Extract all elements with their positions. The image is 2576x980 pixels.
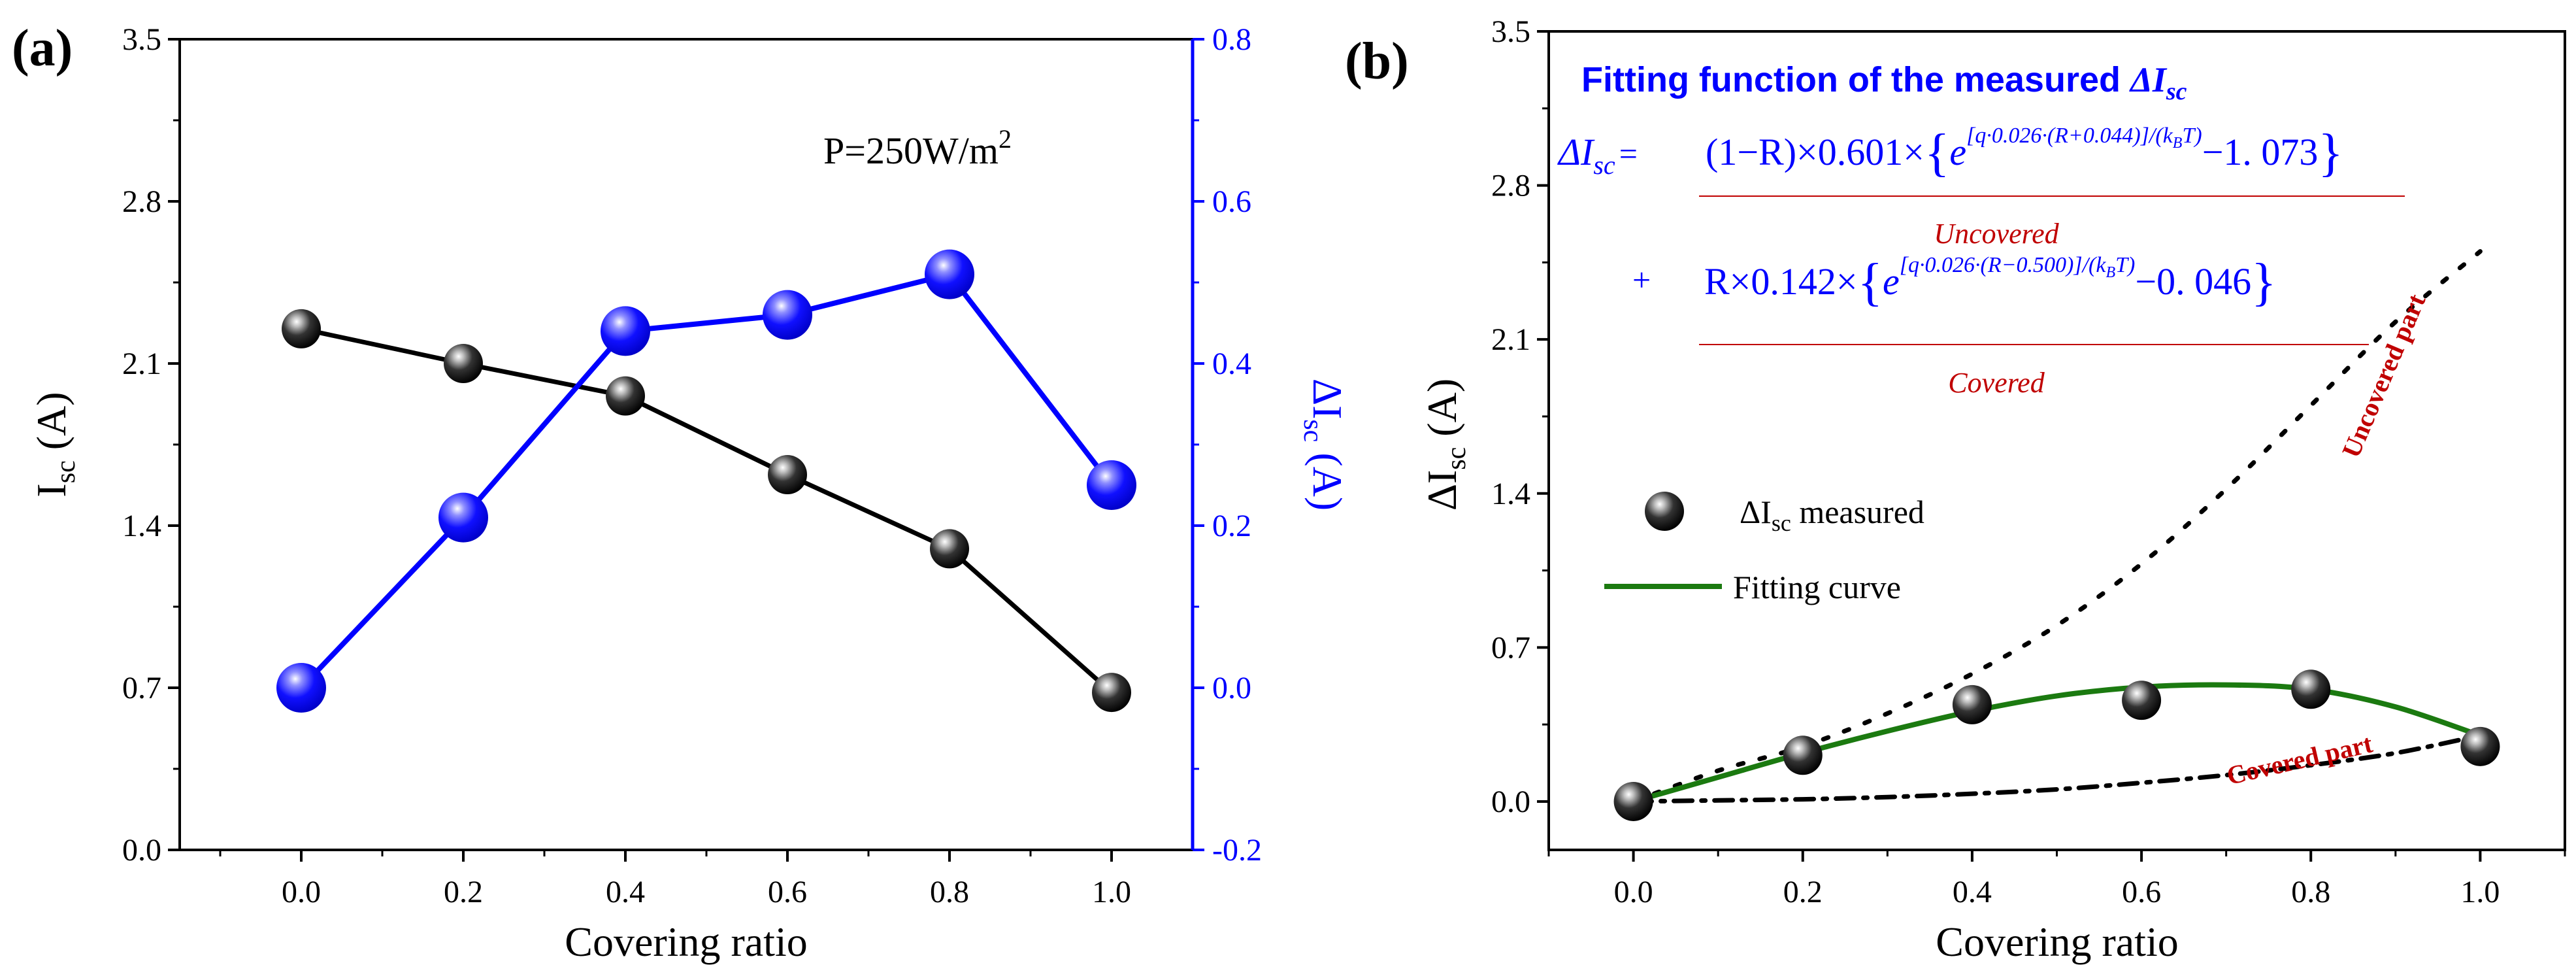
data-point-isc: [1092, 673, 1131, 713]
data-point-isc: [606, 376, 645, 416]
y-tick-label: 2.8: [1491, 169, 1530, 203]
series-line-delta-isc: [299, 271, 1114, 690]
formula-title: Fitting function of the measured ΔIsc: [1581, 60, 2187, 105]
panel-a-power-annotation: P=250W/m2: [823, 124, 1012, 172]
data-point-isc: [282, 309, 321, 348]
panel-a-y2-axis-title: ΔIsc (A): [1298, 379, 1351, 511]
data-point-delta-isc: [925, 249, 974, 299]
x-tick-label: 0.6: [768, 875, 807, 909]
y-tick-label: 3.5: [1491, 14, 1530, 49]
x-tick-label: 0.4: [1953, 875, 1992, 909]
data-point-delta-isc: [276, 663, 326, 713]
data-point-delta-isc: [1087, 460, 1136, 510]
data-point-delta-isc: [763, 290, 812, 340]
formula-covered-label: Covered: [1948, 367, 2045, 399]
measured-point: [2122, 681, 2162, 720]
measured-point: [1613, 781, 1653, 821]
x-tick-label: 0.2: [1783, 875, 1823, 909]
panel-a-y-axis-title: Isc (A): [28, 392, 81, 497]
x-tick-label: 0.8: [930, 875, 969, 909]
legend-fitting-label: Fitting curve: [1733, 569, 1901, 605]
x-tick-label: 0.0: [282, 875, 321, 909]
data-point-isc: [768, 455, 807, 495]
panel-a: (a) 0.0 0.2 0.4 0.6 0.8 1.0 0.0 0.7 1.4 2.1 2.8 3.…: [12, 20, 1351, 965]
data-point-isc: [444, 344, 483, 383]
panel-b-frame: [1547, 30, 2566, 851]
panel-b-y-axis-title: ΔIsc (A): [1419, 379, 1472, 511]
panel-a-frame: [178, 38, 1194, 851]
uncovered-part-label: Uncovered part: [2336, 289, 2432, 462]
measured-point: [2460, 726, 2500, 766]
panel-b-x-axis-title: Covering ratio: [1936, 919, 2178, 965]
x-tick-label: 0.0: [1614, 875, 1653, 909]
x-tick-label: 1.0: [2460, 875, 2500, 909]
panel-b-measured-points: [1613, 669, 2500, 821]
formula-line-2: R×0.142×{e[q·0.026·(R−0.500)]/(kBT)−0. 0…: [1704, 253, 2276, 311]
panel-a-label: (a): [12, 20, 73, 77]
panel-b-label: (b): [1345, 33, 1409, 90]
panel-b-y-ticks: 0.0 0.7 1.4 2.1 2.8 3.5: [1491, 14, 1549, 819]
measured-point: [2291, 669, 2331, 709]
y-tick-label: 2.1: [122, 346, 161, 381]
panel-a-y-ticks: 0.0 0.7 1.4 2.1 2.8 3.5: [122, 22, 180, 868]
y-tick-label: 0.7: [122, 671, 161, 705]
data-point-delta-isc: [601, 306, 650, 356]
y2-tick-label: 0.0: [1212, 671, 1251, 705]
y-tick-label: 2.8: [122, 184, 161, 219]
measured-point: [1783, 735, 1823, 775]
y2-tick-label: 0.2: [1212, 509, 1251, 543]
panel-a-x-ticks: 0.0 0.2 0.4 0.6 0.8 1.0: [219, 850, 1131, 909]
series-line-isc: [301, 326, 1114, 694]
panel-b: (b) 0.0 0.2 0.4 0.6 0.8 1.0 0.0 0.7 1.4 2.1 2.8 3.…: [1345, 14, 2566, 965]
x-tick-label: 0.6: [2122, 875, 2161, 909]
fitting-formula: Fitting function of the measured ΔIsc ΔI…: [1557, 60, 2405, 399]
panel-b-legend: ΔIsc measured Fitting curve: [1604, 492, 1924, 605]
y2-tick-label: 0.8: [1212, 22, 1251, 57]
x-tick-label: 0.8: [2291, 875, 2330, 909]
y-tick-label: 3.5: [122, 22, 161, 57]
y-tick-label: 0.0: [1491, 785, 1530, 819]
y-tick-label: 0.0: [122, 833, 161, 868]
y2-tick-label: 0.6: [1212, 184, 1251, 219]
x-tick-label: 0.2: [444, 875, 483, 909]
formula-uncovered-label: Uncovered: [1934, 218, 2059, 250]
y2-tick-label: -0.2: [1212, 833, 1262, 868]
y-tick-label: 1.4: [1491, 477, 1530, 511]
y2-tick-label: 0.4: [1212, 346, 1251, 381]
legend-measured-label: ΔIsc measured: [1740, 494, 1924, 536]
y-tick-label: 2.1: [1491, 322, 1530, 357]
x-tick-label: 1.0: [1092, 875, 1131, 909]
y-tick-label: 1.4: [122, 509, 161, 543]
fitting-curve: [1632, 682, 2481, 804]
formula-plus: +: [1632, 262, 1651, 298]
covered-part-label: Covered part: [2224, 728, 2375, 790]
covered-part-curve: [1631, 733, 2483, 804]
formula-line-1: (1−R)×0.601×{e[q·0.026·(R+0.044)]/(kBT)−…: [1706, 124, 2343, 182]
panel-b-x-ticks: 0.0 0.2 0.4 0.6 0.8 1.0: [1547, 850, 2566, 909]
formula-lhs: ΔIsc =: [1557, 131, 1638, 180]
y-tick-label: 0.7: [1491, 630, 1530, 665]
measured-point: [1952, 684, 1992, 724]
panel-a-x-axis-title: Covering ratio: [565, 919, 807, 965]
panel-a-y2-ticks: -0.2 0.0 0.2 0.4 0.6 0.8: [1193, 22, 1262, 868]
x-tick-label: 0.4: [606, 875, 645, 909]
data-point-delta-isc: [438, 492, 488, 543]
legend-measured-marker: [1645, 492, 1684, 531]
data-point-isc: [930, 529, 969, 569]
panel-a-series: [276, 249, 1136, 713]
